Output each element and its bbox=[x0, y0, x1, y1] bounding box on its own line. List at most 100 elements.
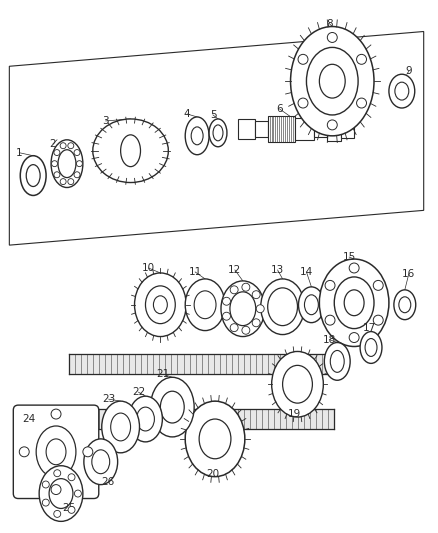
Circle shape bbox=[242, 283, 250, 291]
Circle shape bbox=[373, 280, 383, 290]
Ellipse shape bbox=[290, 27, 374, 136]
Text: 17: 17 bbox=[362, 322, 376, 333]
Circle shape bbox=[60, 179, 66, 184]
Text: 9: 9 bbox=[406, 66, 412, 76]
Text: 20: 20 bbox=[206, 469, 219, 479]
Circle shape bbox=[74, 150, 80, 156]
Ellipse shape bbox=[20, 156, 46, 196]
Ellipse shape bbox=[46, 439, 66, 465]
Text: 26: 26 bbox=[101, 477, 114, 487]
Circle shape bbox=[51, 409, 61, 419]
Circle shape bbox=[223, 312, 230, 320]
Circle shape bbox=[76, 160, 82, 167]
Ellipse shape bbox=[84, 439, 118, 484]
Ellipse shape bbox=[319, 64, 345, 98]
Ellipse shape bbox=[102, 401, 140, 453]
Circle shape bbox=[68, 143, 74, 149]
Ellipse shape bbox=[145, 286, 175, 324]
Ellipse shape bbox=[49, 479, 73, 508]
Ellipse shape bbox=[307, 47, 358, 115]
Circle shape bbox=[74, 172, 80, 177]
Text: 5: 5 bbox=[210, 110, 216, 120]
Ellipse shape bbox=[213, 125, 223, 141]
Ellipse shape bbox=[92, 450, 110, 474]
Bar bbox=[294, 118, 314, 140]
Circle shape bbox=[298, 98, 308, 108]
Text: 23: 23 bbox=[102, 394, 115, 404]
Text: 13: 13 bbox=[271, 265, 284, 275]
Polygon shape bbox=[69, 354, 334, 374]
Bar bbox=[268, 116, 294, 142]
Bar bbox=[314, 121, 327, 137]
Circle shape bbox=[252, 319, 260, 327]
Text: 2: 2 bbox=[50, 139, 57, 149]
Ellipse shape bbox=[209, 119, 227, 147]
Circle shape bbox=[230, 324, 238, 332]
Ellipse shape bbox=[150, 377, 194, 437]
Circle shape bbox=[242, 326, 250, 334]
Text: 4: 4 bbox=[184, 109, 191, 119]
Ellipse shape bbox=[191, 127, 203, 145]
Text: 6: 6 bbox=[276, 104, 283, 114]
Ellipse shape bbox=[185, 117, 209, 155]
Text: 25: 25 bbox=[62, 504, 76, 513]
Ellipse shape bbox=[185, 279, 225, 330]
Circle shape bbox=[68, 474, 75, 481]
Circle shape bbox=[349, 333, 359, 343]
Text: 24: 24 bbox=[23, 414, 36, 424]
Ellipse shape bbox=[58, 150, 76, 177]
Ellipse shape bbox=[389, 74, 415, 108]
Bar bbox=[327, 117, 341, 141]
Text: 18: 18 bbox=[323, 335, 336, 344]
Polygon shape bbox=[9, 31, 424, 245]
Circle shape bbox=[252, 290, 260, 298]
Circle shape bbox=[325, 280, 335, 290]
Ellipse shape bbox=[304, 295, 318, 314]
Text: 14: 14 bbox=[300, 267, 313, 277]
Text: 22: 22 bbox=[132, 387, 145, 397]
Ellipse shape bbox=[365, 338, 377, 357]
Circle shape bbox=[74, 490, 81, 497]
Circle shape bbox=[223, 297, 230, 305]
Circle shape bbox=[19, 447, 29, 457]
Ellipse shape bbox=[185, 401, 245, 477]
Text: 16: 16 bbox=[402, 269, 415, 279]
Ellipse shape bbox=[134, 273, 186, 336]
Text: 11: 11 bbox=[188, 267, 202, 277]
Ellipse shape bbox=[319, 259, 389, 346]
Text: 15: 15 bbox=[343, 252, 356, 262]
Bar bbox=[341, 120, 354, 138]
Ellipse shape bbox=[137, 407, 155, 431]
Ellipse shape bbox=[272, 351, 323, 417]
Circle shape bbox=[52, 160, 57, 167]
Ellipse shape bbox=[360, 332, 382, 364]
Circle shape bbox=[54, 511, 61, 518]
Ellipse shape bbox=[283, 365, 312, 403]
Ellipse shape bbox=[26, 165, 40, 187]
Ellipse shape bbox=[153, 296, 167, 314]
Ellipse shape bbox=[194, 291, 216, 319]
Ellipse shape bbox=[230, 292, 256, 326]
FancyBboxPatch shape bbox=[13, 405, 99, 498]
Circle shape bbox=[256, 305, 264, 313]
Ellipse shape bbox=[111, 413, 131, 441]
Circle shape bbox=[54, 172, 60, 177]
Text: 19: 19 bbox=[288, 409, 301, 419]
Ellipse shape bbox=[221, 281, 265, 336]
Circle shape bbox=[327, 33, 337, 43]
Ellipse shape bbox=[330, 351, 344, 373]
Circle shape bbox=[230, 286, 238, 294]
Circle shape bbox=[357, 98, 367, 108]
Ellipse shape bbox=[399, 297, 411, 313]
Text: 1: 1 bbox=[16, 148, 23, 158]
Circle shape bbox=[325, 315, 335, 325]
Text: 8: 8 bbox=[326, 19, 332, 29]
Circle shape bbox=[327, 120, 337, 130]
Ellipse shape bbox=[394, 290, 416, 320]
Ellipse shape bbox=[334, 277, 374, 329]
Ellipse shape bbox=[129, 396, 162, 442]
Ellipse shape bbox=[268, 288, 297, 326]
Ellipse shape bbox=[261, 279, 304, 335]
Text: 21: 21 bbox=[157, 369, 170, 379]
Circle shape bbox=[68, 179, 74, 184]
